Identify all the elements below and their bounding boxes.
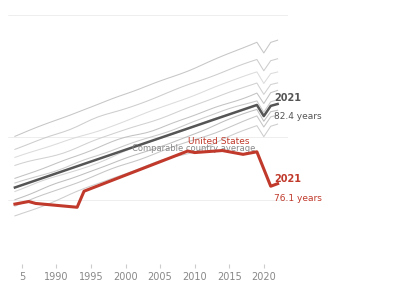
Text: 2021: 2021 <box>274 174 301 184</box>
Text: 2021: 2021 <box>274 93 301 103</box>
Text: 76.1 years: 76.1 years <box>274 194 322 203</box>
Text: United States: United States <box>188 137 249 146</box>
Text: 82.4 years: 82.4 years <box>274 112 322 121</box>
Text: Comparable country average: Comparable country average <box>132 144 256 153</box>
